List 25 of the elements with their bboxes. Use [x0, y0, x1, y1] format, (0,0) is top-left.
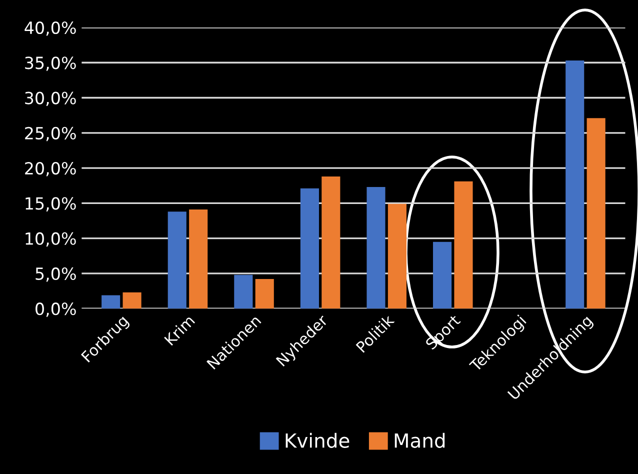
y-tick-label: 5,0% [36, 267, 76, 282]
legend-label: Kvinde [286, 432, 350, 448]
y-tick-label: 15,0% [26, 197, 76, 212]
bar [168, 212, 186, 309]
bar [366, 187, 386, 309]
bar [433, 242, 452, 309]
bar [300, 188, 319, 309]
bar [234, 274, 253, 309]
legend-label: Mand [394, 432, 445, 448]
y-tick-label: 25,0% [25, 126, 76, 142]
bar [122, 292, 142, 309]
bar [586, 118, 606, 309]
bar [102, 295, 120, 309]
bar [322, 176, 340, 309]
y-tick-label: 30,0% [25, 92, 76, 106]
bar [255, 279, 274, 309]
y-tick-label: 35,0% [25, 56, 76, 71]
y-tick-label: 0,0% [36, 302, 76, 317]
y-tick-label: 10,0% [26, 232, 76, 247]
y-tick-label: 20,0% [25, 162, 76, 176]
bar [189, 209, 208, 309]
y-tick-label: 40,0% [24, 21, 76, 36]
bar [566, 60, 584, 309]
bar [388, 204, 406, 309]
bar [454, 181, 473, 309]
